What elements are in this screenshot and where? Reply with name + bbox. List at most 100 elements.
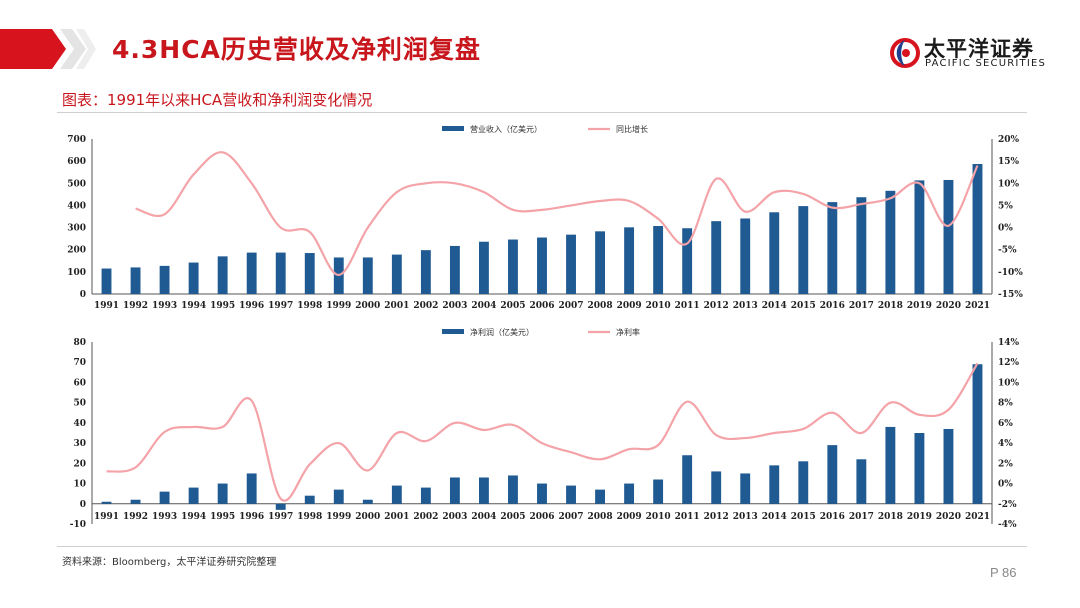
left-axis-tick-label: 60: [73, 378, 86, 388]
x-axis-tick-label: 1991: [94, 301, 119, 310]
bar-净利润（亿美元）: [566, 485, 576, 504]
left-axis-tick-label: 100: [67, 268, 86, 278]
right-axis-tick-label: -15%: [998, 290, 1023, 300]
company-logo: 太平洋证券 PACIFIC SECURITIES: [890, 31, 1060, 73]
left-axis-tick-label: 80: [73, 338, 86, 348]
right-axis-tick-label: 0%: [998, 480, 1013, 490]
x-axis-tick-label: 2010: [646, 301, 671, 310]
bar-净利润（亿美元）: [130, 499, 141, 504]
legend-swatch-bar: [442, 329, 464, 334]
legend-label-bar: 净利润（亿美元）: [470, 327, 534, 337]
bar-营业收入（亿美元）: [943, 179, 954, 294]
net-profit-chart: -10 0 10 20 30 40 50 60 70 80 -4% -2% 0% 2% 4% 6% 8% 10% 1…: [70, 327, 1020, 530]
x-axis-tick-label: 2007: [559, 301, 584, 310]
header-stripe-decoration: [0, 29, 96, 69]
bar-营业收入（亿美元）: [449, 245, 460, 294]
x-axis-tick-label: 2008: [588, 301, 613, 310]
right-axis-tick-label: 5%: [998, 201, 1013, 211]
bar-营业收入（亿美元）: [420, 250, 431, 294]
bar-净利润（亿美元）: [420, 487, 431, 504]
x-axis-tick-label: 2020: [936, 512, 961, 522]
bar-营业收入（亿美元）: [217, 256, 228, 294]
bar-净利润（亿美元）: [508, 475, 518, 504]
x-axis-tick-label: 1999: [326, 512, 351, 522]
x-axis-tick-label: 2017: [849, 512, 874, 522]
x-axis-tick-label: 2001: [384, 512, 409, 522]
legend-label-line: 同比增长: [616, 124, 648, 134]
revenue-chart: 0 100 200 300 400 500 600 700 -15% -10% -5% 0% 5% 10%…: [67, 124, 1023, 310]
x-axis-tick-label: 2013: [733, 301, 758, 310]
left-axis-tick-label: -10: [70, 520, 86, 530]
bar-营业收入（亿美元）: [769, 212, 780, 294]
x-axis-tick-label: 2010: [646, 512, 671, 522]
x-axis-tick-label: 2017: [849, 301, 874, 310]
bar-净利润（亿美元）: [972, 364, 983, 504]
bar-营业收入（亿美元）: [827, 202, 838, 294]
bar-营业收入（亿美元）: [101, 268, 112, 294]
x-axis-tick-label: 2018: [878, 512, 903, 522]
right-axis-tick-label: 2%: [998, 459, 1013, 469]
logo-company-subtitle: PACIFIC SECURITIES: [925, 58, 1047, 69]
right-axis-tick-label: 6%: [998, 419, 1013, 429]
bar-净利润（亿美元）: [740, 473, 751, 504]
x-axis-tick-label: 2008: [588, 512, 613, 522]
x-axis-tick-label: 1995: [210, 301, 235, 310]
source-note: 资料来源：Bloomberg，太平洋证券研究院整理: [62, 557, 277, 568]
bar-营业收入（亿美元）: [885, 190, 896, 294]
bar-净利润（亿美元）: [188, 487, 199, 504]
left-axis-tick-label: 40: [73, 419, 86, 429]
bar-净利润（亿美元）: [769, 465, 780, 504]
bar-净利润（亿美元）: [246, 473, 257, 504]
bar-营业收入（亿美元）: [682, 228, 693, 294]
x-axis-tick-label: 1996: [239, 512, 264, 522]
x-axis-tick-label: 2005: [500, 301, 525, 310]
right-axis-tick-label: 8%: [998, 399, 1013, 409]
logo-company-name: 太平洋证券: [924, 37, 1034, 61]
bar-营业收入（亿美元）: [508, 239, 518, 294]
left-axis-tick-label: 200: [67, 246, 86, 256]
chart-caption: 图表：1991年以来HCA营收和净利润变化情况: [62, 91, 373, 109]
x-axis-tick-label: 2002: [413, 301, 438, 310]
bar-营业收入（亿美元）: [537, 237, 547, 294]
x-axis-tick-label: 1998: [297, 512, 322, 522]
legend-label-bar: 营业收入（亿美元）: [470, 124, 542, 134]
left-axis-tick-label: 50: [73, 399, 86, 409]
x-axis-tick-label: 2016: [820, 301, 845, 310]
x-axis-tick-label: 1997: [268, 301, 293, 310]
x-axis-tick-label: 2000: [355, 301, 380, 310]
right-axis-tick-label: -4%: [998, 520, 1017, 530]
legend-label-line: 净利率: [616, 327, 640, 337]
bar-营业收入（亿美元）: [653, 226, 664, 294]
bar-营业收入（亿美元）: [246, 252, 257, 294]
bar-净利润（亿美元）: [595, 489, 605, 504]
bar-净利润（亿美元）: [798, 461, 809, 504]
bar-营业收入（亿美元）: [391, 254, 402, 294]
bar-营业收入（亿美元）: [362, 257, 373, 294]
x-axis-tick-label: 2021: [965, 512, 990, 522]
bar-净利润（亿美元）: [885, 426, 896, 504]
line-净利率: [106, 362, 979, 502]
x-axis-tick-label: 2001: [384, 301, 409, 310]
bar-营业收入（亿美元）: [914, 180, 925, 294]
bar-净利润（亿美元）: [449, 477, 460, 504]
slide-title: 4.3HCA历史营收及净利润复盘: [112, 35, 481, 64]
x-axis-tick-label: 1996: [239, 301, 264, 310]
bar-营业收入（亿美元）: [711, 221, 722, 294]
x-axis-tick-label: 2014: [762, 301, 787, 310]
right-axis-tick-label: -5%: [998, 246, 1017, 256]
page-number: P 86: [990, 565, 1017, 580]
x-axis-tick-label: 2004: [471, 301, 496, 310]
left-axis-tick-label: 30: [73, 439, 86, 449]
left-axis-tick-label: 10: [73, 480, 86, 490]
x-axis-tick-label: 1999: [326, 301, 351, 310]
x-axis-tick-label: 2011: [675, 301, 700, 310]
bar-净利润（亿美元）: [682, 455, 693, 504]
line-同比增长: [135, 151, 979, 277]
right-axis-tick-label: -10%: [998, 268, 1023, 278]
x-axis-tick-label: 2019: [907, 512, 932, 522]
left-axis-tick-label: 700: [67, 135, 86, 145]
bar-营业收入（亿美元）: [479, 241, 489, 294]
x-axis-tick-label: 2015: [791, 512, 816, 522]
right-axis-tick-label: -2%: [998, 500, 1017, 510]
bar-净利润（亿美元）: [624, 483, 635, 504]
